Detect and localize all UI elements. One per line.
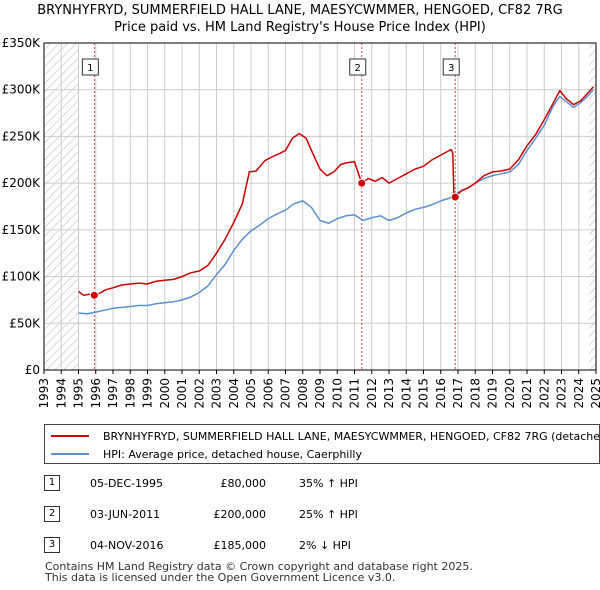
- y-tick-label: £100K: [2, 270, 42, 284]
- x-tick-label: 2017: [451, 378, 465, 409]
- footer-license: This data is licensed under the Open Gov…: [45, 571, 396, 584]
- x-tick-label: 2014: [399, 378, 413, 409]
- transaction-date: 04-NOV-2016: [90, 539, 164, 552]
- transaction-price: £80,000: [220, 477, 267, 490]
- sale-label-text: 3: [448, 63, 454, 74]
- x-tick-label: 2023: [555, 378, 569, 409]
- x-tick-label: 2022: [537, 378, 551, 409]
- chart-subtitle: Price paid vs. HM Land Registry's House …: [114, 20, 486, 35]
- x-tick-label: 2007: [279, 378, 293, 409]
- x-tick-label: 1997: [106, 378, 120, 409]
- legend-item-property: BRYNHYFRYD, SUMMERFIELD HALL LANE, MAESY…: [51, 427, 600, 445]
- x-tick-label: 2001: [175, 378, 189, 409]
- transaction-number: 3: [44, 537, 60, 553]
- price-chart: £0 £50K £100K £150K £200K £250K £300K £350K 1993…: [2, 36, 600, 409]
- footer-copyright: Contains HM Land Registry data © Crown c…: [45, 560, 473, 573]
- transaction-hpi: 35% ↑ HPI: [299, 477, 358, 490]
- x-tick-label: 2004: [227, 378, 241, 409]
- transaction-hpi: 25% ↑ HPI: [299, 508, 358, 521]
- y-tick-label: £200K: [2, 176, 42, 190]
- y-tick-label: £300K: [2, 83, 42, 97]
- transaction-price: £200,000: [213, 508, 267, 521]
- x-tick-label: 2021: [520, 378, 534, 409]
- legend-property-label: BRYNHYFRYD, SUMMERFIELD HALL LANE, MAESY…: [103, 429, 600, 443]
- transaction-number: 1: [44, 475, 60, 491]
- x-tick-label: 1993: [37, 378, 51, 409]
- x-tick-label: 2002: [192, 378, 206, 409]
- x-tick-label: 2013: [382, 378, 396, 409]
- x-tick-label: 2008: [296, 378, 310, 409]
- transaction-date: 05-DEC-1995: [90, 477, 164, 490]
- legend-hpi-label: HPI: Average price, detached house, Caer…: [103, 447, 362, 461]
- x-tick-label: 1994: [54, 378, 68, 409]
- no-data-region: [589, 43, 596, 370]
- x-tick-label: 2006: [261, 378, 275, 409]
- transaction-date: 03-JUN-2011: [90, 508, 161, 521]
- y-tick-label: £250K: [2, 129, 42, 143]
- sale-point: [89, 290, 99, 300]
- x-tick-label: 2010: [330, 378, 344, 409]
- x-tick-label: 2003: [210, 378, 224, 409]
- hpi-line: [78, 89, 594, 315]
- legend-item-hpi: HPI: Average price, detached house, Caer…: [51, 445, 362, 463]
- transaction-price: £185,000: [213, 539, 267, 552]
- x-tick-label: 2019: [486, 378, 500, 409]
- x-tick-label: 2020: [503, 378, 517, 409]
- x-tick-label: 2009: [313, 378, 327, 409]
- y-tick-label: £50K: [9, 316, 41, 330]
- legend-hpi-swatch: [51, 453, 89, 455]
- chart-title: BRYNHYFRYD, SUMMERFIELD HALL LANE, MAESY…: [37, 3, 563, 18]
- property-price-line: [78, 86, 594, 297]
- sale-label-text: 2: [355, 63, 361, 74]
- legend-property-swatch: [51, 435, 89, 437]
- sale-label-box: [442, 58, 460, 76]
- legend: BRYNHYFRYD, SUMMERFIELD HALL LANE, MAESY…: [44, 424, 600, 464]
- transaction-number: 2: [44, 506, 60, 522]
- sale-point: [357, 178, 367, 188]
- x-tick-label: 2015: [417, 378, 431, 409]
- sale-point: [450, 192, 460, 202]
- x-tick-label: 2018: [468, 378, 482, 409]
- x-tick-label: 1998: [123, 378, 137, 409]
- x-tick-label: 2005: [244, 378, 258, 409]
- x-tick-label: 2011: [348, 378, 362, 409]
- x-tick-label: 2000: [158, 378, 172, 409]
- x-tick-label: 1995: [72, 378, 86, 409]
- x-tick-label: 1996: [89, 378, 103, 409]
- x-tick-label: 2025: [589, 378, 600, 409]
- sale-label-text: 1: [87, 63, 93, 74]
- x-tick-label: 1999: [141, 378, 155, 409]
- y-tick-label: £350K: [2, 36, 42, 50]
- x-tick-label: 2012: [365, 378, 379, 409]
- x-tick-label: 2024: [572, 378, 586, 409]
- x-tick-label: 2016: [434, 378, 448, 409]
- y-tick-label: £150K: [2, 223, 42, 237]
- plot-frame: [43, 42, 597, 371]
- sale-label-box: [349, 58, 367, 76]
- transaction-hpi: 2% ↓ HPI: [299, 539, 351, 552]
- sale-label-box: [81, 58, 99, 76]
- y-tick-label: £0: [25, 363, 40, 377]
